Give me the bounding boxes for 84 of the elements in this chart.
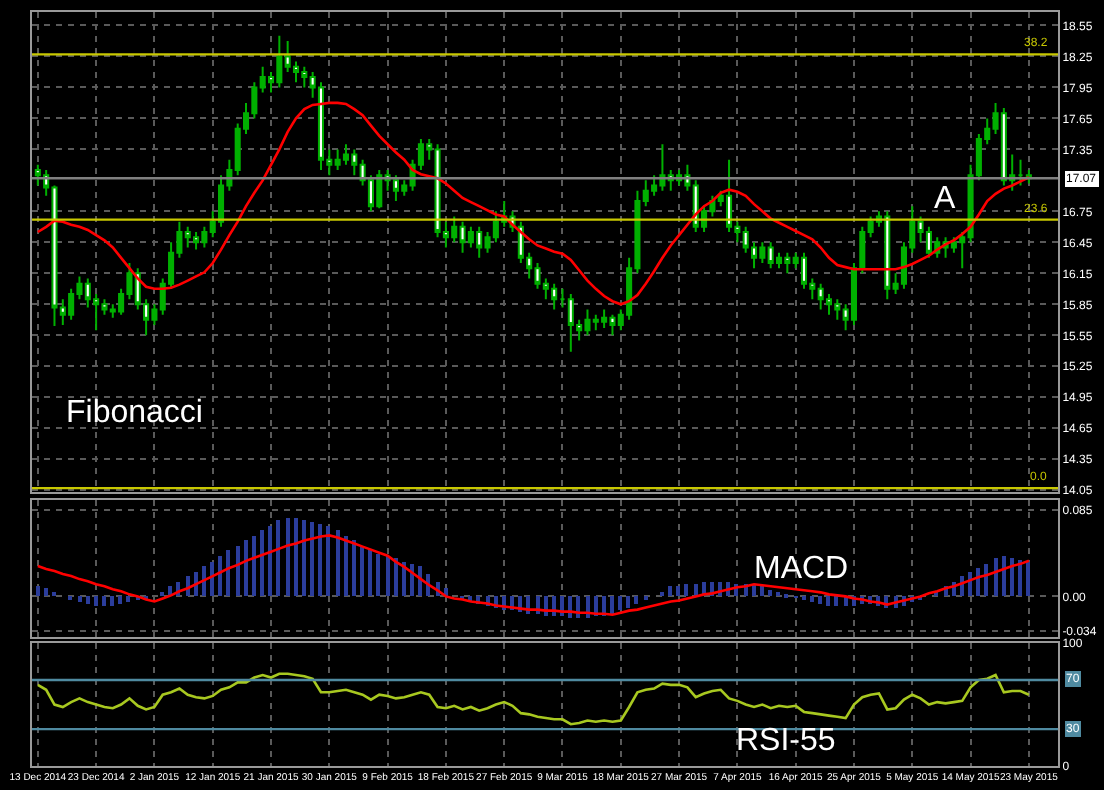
candlestick: [551, 282, 558, 311]
bar: [44, 587, 48, 596]
line-series: [36, 672, 1031, 726]
bar: [834, 595, 838, 606]
bar: [684, 583, 688, 596]
bar: [610, 595, 614, 614]
annotation: A: [934, 182, 956, 216]
candlestick: [1000, 107, 1007, 187]
bar: [110, 595, 114, 606]
bar: [386, 555, 390, 596]
bar: [310, 521, 314, 596]
bar: [326, 525, 330, 596]
bar: [818, 595, 822, 604]
bar: [286, 517, 290, 596]
bar: [394, 557, 398, 596]
bar: [260, 529, 264, 596]
bar: [676, 585, 680, 596]
bar: [1002, 555, 1006, 596]
bar: [360, 545, 364, 596]
bar: [336, 529, 340, 596]
bar: [668, 585, 672, 596]
candlestick: [817, 282, 824, 311]
bar: [302, 519, 306, 596]
candlestick: [276, 34, 283, 89]
bar: [94, 595, 98, 606]
bar: [984, 563, 988, 596]
candlestick: [459, 220, 466, 254]
bar: [344, 535, 348, 596]
bar: [318, 523, 322, 596]
bar: [78, 595, 82, 602]
bar: [376, 553, 380, 596]
bar: [36, 585, 40, 596]
bar: [810, 595, 814, 602]
bar: [634, 595, 638, 604]
bar: [368, 549, 372, 596]
candlestick: [392, 174, 399, 203]
candlestick: [825, 292, 833, 316]
candlestick: [884, 210, 891, 301]
bar: [276, 519, 280, 596]
candlestick: [659, 143, 666, 192]
candlestick: [1017, 158, 1024, 187]
bar: [994, 557, 998, 596]
bar: [618, 595, 622, 610]
bar: [102, 595, 106, 606]
bar: [226, 549, 230, 596]
candlestick: [609, 313, 616, 337]
bar: [826, 595, 830, 606]
bar: [202, 565, 206, 596]
bar: [694, 583, 698, 596]
bar: [1026, 561, 1030, 596]
candlestick: [592, 313, 599, 332]
bar: [352, 539, 356, 596]
line-series: [36, 534, 1031, 616]
bar: [244, 539, 248, 596]
candlestick: [784, 251, 791, 275]
candlestick: [567, 292, 574, 353]
annotation: RSI-55: [736, 724, 836, 758]
bar: [252, 535, 256, 596]
candlestick: [584, 308, 591, 337]
bar: [236, 545, 240, 596]
bar: [86, 595, 90, 604]
bar: [126, 595, 130, 602]
candlestick: [376, 169, 383, 210]
bar: [294, 517, 298, 596]
candlestick: [759, 241, 766, 264]
bar: [268, 525, 272, 596]
bar: [626, 595, 630, 608]
bar: [768, 589, 772, 596]
candlestick: [193, 231, 200, 251]
bar: [1018, 559, 1022, 596]
candlestick: [476, 225, 483, 259]
annotation: Fibonacci: [66, 396, 203, 430]
bar: [1010, 557, 1014, 596]
candlestick: [767, 241, 774, 270]
bar: [976, 567, 980, 596]
candlestick: [334, 148, 341, 172]
annotation: MACD: [754, 552, 849, 586]
bar: [210, 561, 214, 596]
candlestick: [601, 308, 608, 330]
bar: [218, 555, 222, 596]
bar: [402, 561, 406, 596]
candlestick: [925, 225, 932, 259]
bar: [760, 585, 764, 596]
bar: [118, 595, 122, 604]
